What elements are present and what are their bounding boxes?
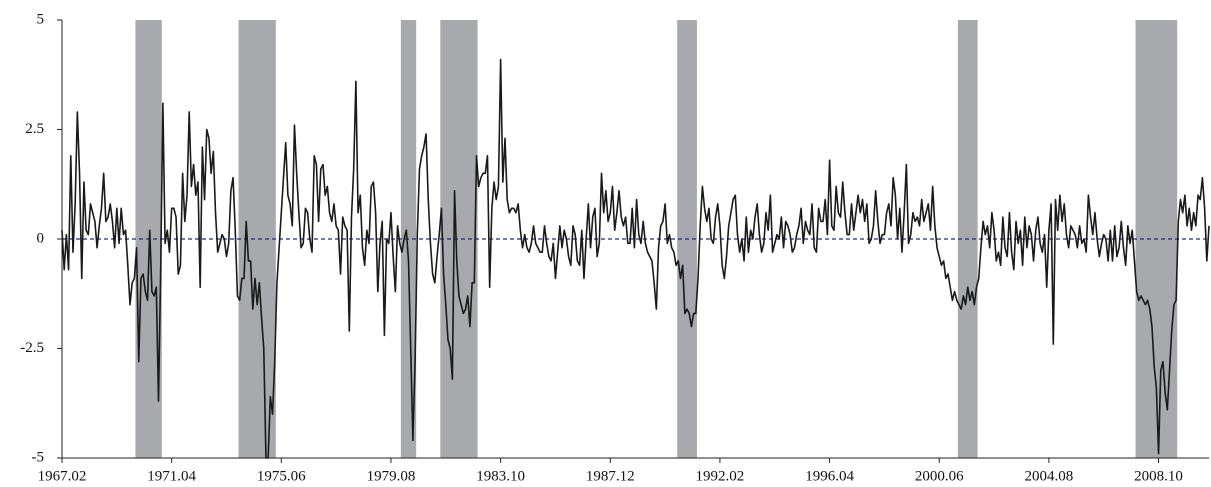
shaded-period [440,20,478,458]
x-tick-label: 1996.04 [805,468,854,484]
y-tick-label: 0 [37,230,45,246]
x-tick-label: 1971.04 [147,468,196,484]
y-tick-label: 5 [37,11,45,27]
x-tick-label: 2004.08 [1025,468,1074,484]
x-tick-label: 1983.10 [476,468,525,484]
data-line [61,58,1210,459]
x-tick-label: 1975.06 [257,468,306,484]
x-tick-label: 2008.10 [1134,468,1183,484]
x-tick-label: 1979.08 [367,468,416,484]
x-tick-label: 2000.06 [915,468,964,484]
y-tick-label: -5 [32,449,45,465]
y-tick-label: 2.5 [25,121,44,137]
x-tick-label: 1967.02 [38,468,87,484]
x-tick-label: 1987.12 [586,468,635,484]
x-tick-label: 1992.02 [696,468,745,484]
y-tick-label: -2.5 [20,340,44,356]
